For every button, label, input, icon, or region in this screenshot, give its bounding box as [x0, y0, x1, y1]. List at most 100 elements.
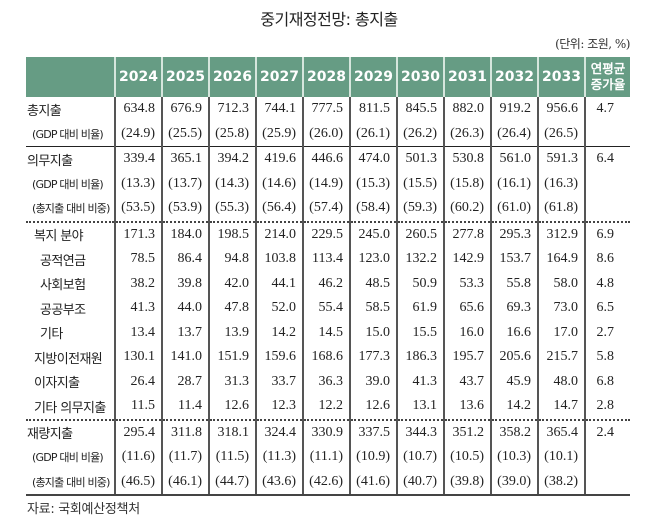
cell-value: 13.9 [208, 320, 256, 345]
table-row: (GDP 대비 비율) (24.9) (25.5) (25.8) (25.9) (26.0… [26, 121, 630, 147]
cell-value: 45.9 [490, 369, 538, 394]
table-row: 공적연금 78.5 86.4 94.8 103.8 113.4 123.0 132.2 142.… [26, 247, 630, 272]
cell-value: 42.0 [208, 271, 256, 296]
cell-value: 52.0 [255, 296, 303, 321]
cell-value: 142.9 [443, 247, 491, 272]
table-row: 공공부조 41.3 44.0 47.8 52.0 55.4 58.5 61.9 65.6 69.3… [26, 296, 630, 321]
table-row: 의무지출 339.4 365.1 394.2 419.6 446.6 474.0 501.3 5… [26, 146, 630, 172]
cell-value: (16.1) [490, 171, 538, 196]
header-year: 2027 [255, 57, 303, 97]
cell-value: 339.4 [114, 146, 162, 172]
cell-value: (56.4) [255, 196, 303, 223]
cell-value: 260.5 [396, 221, 444, 247]
cell-value: 86.4 [161, 247, 209, 272]
cell-value: (26.2) [396, 121, 444, 147]
cell-value: 324.4 [255, 419, 303, 445]
cell-value: 58.0 [537, 271, 585, 296]
cell-value: 73.0 [537, 296, 585, 321]
cell-value: 394.2 [208, 146, 256, 172]
cell-value: (13.3) [114, 171, 162, 196]
cell-value: 123.0 [349, 247, 397, 272]
cell-value: 36.3 [302, 369, 350, 394]
cell-value: 198.5 [208, 221, 256, 247]
cell-value: 419.6 [255, 146, 303, 172]
cell-value: 712.3 [208, 97, 256, 122]
cell-value: (15.3) [349, 171, 397, 196]
cell-growth-rate: 8.6 [584, 247, 630, 272]
unit-note: (단위: 조원, %) [555, 37, 630, 51]
header-growth-rate-line2: 증가율 [590, 77, 626, 92]
cell-value: (38.2) [537, 469, 585, 496]
cell-value: (11.5) [208, 445, 256, 470]
cell-growth-rate: 6.5 [584, 296, 630, 321]
cell-value: 153.7 [490, 247, 538, 272]
cell-value: 14.7 [537, 394, 585, 421]
row-label: 공적연금 [40, 253, 86, 269]
cell-value: 311.8 [161, 419, 209, 445]
cell-value: 13.1 [396, 394, 444, 421]
cell-growth-rate: 2.7 [584, 320, 630, 345]
cell-value: 177.3 [349, 345, 397, 370]
cell-value: 11.5 [114, 394, 162, 421]
cell-value: (57.4) [302, 196, 350, 223]
cell-value: 295.3 [490, 221, 538, 247]
cell-value: 845.5 [396, 97, 444, 122]
cell-value: 164.9 [537, 247, 585, 272]
cell-value: 43.7 [443, 369, 491, 394]
row-label: 기타 의무지출 [26, 394, 115, 421]
header-year: 2024 [114, 57, 162, 97]
cell-value: 811.5 [349, 97, 397, 122]
cell-value: 13.4 [114, 320, 162, 345]
cell-value: (60.2) [443, 196, 491, 223]
cell-value: 65.6 [443, 296, 491, 321]
cell-value: 561.0 [490, 146, 538, 172]
cell-value: (11.6) [114, 445, 162, 470]
cell-value: 48.5 [349, 271, 397, 296]
cell-value: (46.5) [114, 469, 162, 496]
cell-value: 41.3 [396, 369, 444, 394]
cell-value: 446.6 [302, 146, 350, 172]
row-label: 공공부조 [40, 302, 86, 318]
table-row: (총지출 대비 비중) (53.5) (53.9) (55.3) (56.4) (57.4… [26, 196, 630, 223]
cell-value: 55.8 [490, 271, 538, 296]
cell-value: 229.5 [302, 221, 350, 247]
cell-value: 777.5 [302, 97, 350, 122]
cell-value: 919.2 [490, 97, 538, 122]
cell-value: (41.6) [349, 469, 397, 496]
cell-value: 151.9 [208, 345, 256, 370]
header-year: 2032 [490, 57, 538, 97]
cell-growth-rate [584, 469, 630, 496]
cell-value: 337.5 [349, 419, 397, 445]
cell-value: 61.9 [396, 296, 444, 321]
cell-value: (15.5) [396, 171, 444, 196]
cell-value: 16.0 [443, 320, 491, 345]
cell-growth-rate [584, 445, 630, 470]
cell-value: 17.0 [537, 320, 585, 345]
cell-value: 12.6 [208, 394, 256, 421]
header-growth-rate: 연평균 증가율 [584, 57, 630, 97]
cell-value: (10.9) [349, 445, 397, 470]
cell-value: (61.8) [537, 196, 585, 223]
header-year: 2025 [161, 57, 209, 97]
table-row: 기타 13.4 13.7 13.9 14.2 14.5 15.0 15.5 16.0 16.6 17… [26, 320, 630, 345]
cell-value: 26.4 [114, 369, 162, 394]
cell-value: 12.6 [349, 394, 397, 421]
cell-value: 11.4 [161, 394, 209, 421]
header-year: 2033 [537, 57, 585, 97]
cell-value: (42.6) [302, 469, 350, 496]
cell-growth-rate: 6.4 [584, 146, 630, 172]
source-note: 자료: 국회예산정책처 [27, 502, 140, 517]
cell-value: (58.4) [349, 196, 397, 223]
table-row: 지방이전재원 130.1 141.0 151.9 159.6 168.6 177.3 186.… [26, 345, 630, 370]
cell-value: (11.1) [302, 445, 350, 470]
header-year: 2028 [302, 57, 350, 97]
cell-value: 14.5 [302, 320, 350, 345]
table-row: (총지출 대비 비중) (46.5) (46.1) (44.7) (43.6) (42.6… [26, 469, 630, 496]
page-title: 중기재정전망: 총지출 [260, 10, 398, 29]
row-label: 기타 [40, 327, 63, 343]
cell-value: 215.7 [537, 345, 585, 370]
cell-value: 351.2 [443, 419, 491, 445]
row-label: (GDP 대비 비율) [32, 451, 104, 465]
row-label: 재량지출 [27, 427, 73, 443]
cell-value: (24.9) [114, 121, 162, 147]
